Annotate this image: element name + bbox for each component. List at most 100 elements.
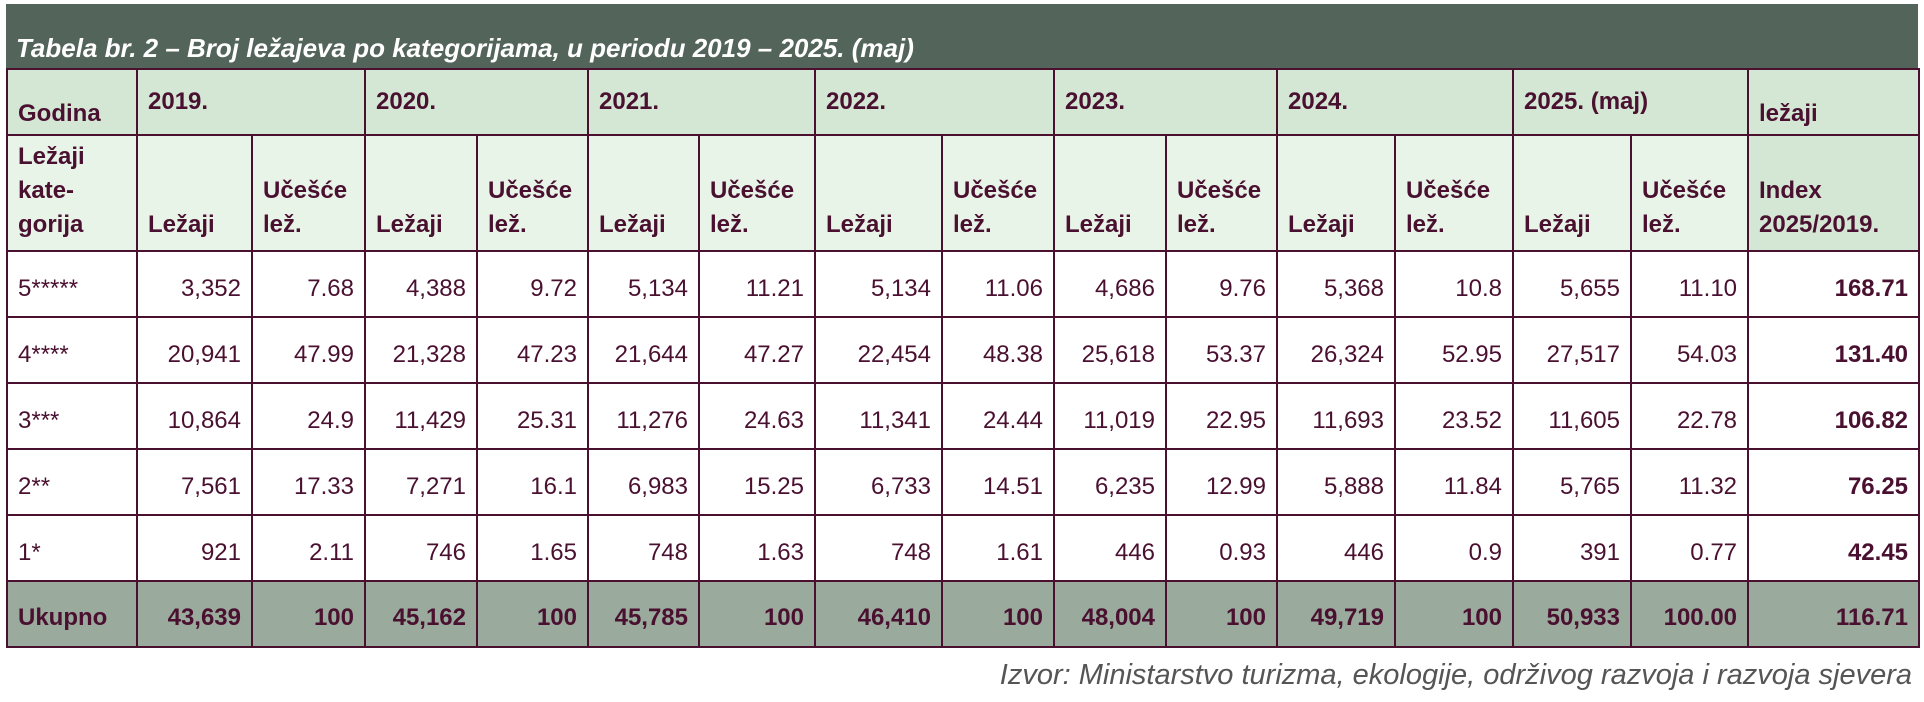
lezaji-cell: 21,328 — [364, 316, 478, 384]
source-note: Izvor: Ministarstvo turizma, ekologije, … — [999, 659, 1912, 691]
ucesce-cell: 100 — [251, 580, 366, 648]
ucesce-cell: 15.25 — [698, 448, 816, 516]
col-lezaji-header: Ležaji — [364, 134, 478, 252]
index-header: Index 2025/2019. — [1747, 134, 1921, 252]
lezaji-cell: 27,517 — [1512, 316, 1632, 384]
year-2025: 2025. (maj) — [1511, 68, 1750, 136]
ucesce-cell: 11.84 — [1394, 448, 1514, 516]
lezaji-cell: 391 — [1512, 514, 1632, 582]
lezaji-cell: 48,004 — [1053, 580, 1167, 648]
ucesce-cell: 2.11 — [251, 514, 366, 582]
ucesce-cell: 16.1 — [476, 448, 589, 516]
ucesce-cell: 1.61 — [941, 514, 1055, 582]
index-cell: 106.82 — [1747, 382, 1921, 450]
year-2023: 2023. — [1053, 68, 1278, 136]
lezaji-cell: 6,983 — [587, 448, 700, 516]
lezaji-cell: 11,693 — [1276, 382, 1396, 450]
lezaji-cell: 7,271 — [364, 448, 478, 516]
ucesce-cell: 11.06 — [941, 250, 1055, 318]
ucesce-cell: 11.32 — [1629, 448, 1750, 516]
lezaji-cell: 446 — [1053, 514, 1167, 582]
category-cell: 1* — [6, 514, 138, 582]
col-lezaji-header: Ležaji — [136, 134, 253, 252]
lezaji-cell: 50,933 — [1512, 580, 1632, 648]
ucesce-cell: 7.68 — [251, 250, 366, 318]
col-ucesce-header: Učešće lež. — [251, 134, 366, 252]
lezaji-cell: 46,410 — [814, 580, 943, 648]
lezaji-cell: 748 — [814, 514, 943, 582]
table-row: 1* 921 2.11 746 1.65 748 1.63 748 1.61 446 0.93 446… — [6, 514, 1921, 582]
lezaji-cell: 748 — [587, 514, 700, 582]
lezaji-cell: 6,733 — [814, 448, 943, 516]
ucesce-cell: 11.10 — [1629, 250, 1750, 318]
lezaji-header: ležaji — [1747, 68, 1921, 136]
lezaji-cell: 43,639 — [136, 580, 253, 648]
col-lezaji-header: Ležaji — [587, 134, 700, 252]
ucesce-cell: 100.00 — [1629, 580, 1750, 648]
col-ucesce-header: Učešće lež. — [698, 134, 816, 252]
lezaji-cell: 4,388 — [364, 250, 478, 318]
ucesce-cell: 24.63 — [698, 382, 816, 450]
col-lezaji-header: Ležaji — [1053, 134, 1167, 252]
category-cell: 3*** — [6, 382, 138, 450]
ucesce-cell: 1.65 — [476, 514, 589, 582]
col-ucesce-header: Učešće lež. — [941, 134, 1055, 252]
lezaji-cell: 49,719 — [1276, 580, 1396, 648]
table-body: 5***** 3,352 7.68 4,388 9.72 5,134 11.21 5,134 1… — [6, 250, 1921, 648]
ucesce-cell: 22.95 — [1165, 382, 1278, 450]
ucesce-cell: 9.72 — [476, 250, 589, 318]
ucesce-cell: 12.99 — [1165, 448, 1278, 516]
lezaji-cell: 11,019 — [1053, 382, 1167, 450]
lezaji-cell: 746 — [364, 514, 478, 582]
table-row: 2** 7,561 17.33 7,271 16.1 6,983 15.25 6,733 14.… — [6, 448, 1921, 516]
lezaji-cell: 6,235 — [1053, 448, 1167, 516]
table-container: Tabela br. 2 – Broj ležajeva po kategori… — [6, 4, 1921, 691]
lezaji-cell: 7,561 — [136, 448, 253, 516]
ucesce-cell: 22.78 — [1629, 382, 1750, 450]
year-2022: 2022. — [814, 68, 1055, 136]
lezaji-cell: 446 — [1276, 514, 1396, 582]
col-ucesce-header: Učešće lež. — [1629, 134, 1750, 252]
year-header-row: Godina 2019. 2020. 2021. 2022. 2023. 202… — [6, 68, 1921, 136]
lezaji-cell: 5,134 — [814, 250, 943, 318]
table-row: 3*** 10,864 24.9 11,429 25.31 11,276 24.63 11,3… — [6, 382, 1921, 450]
table-row: 5***** 3,352 7.68 4,388 9.72 5,134 11.21 5,134 1… — [6, 250, 1921, 318]
category-cell: 4**** — [6, 316, 138, 384]
index-cell: 168.71 — [1747, 250, 1921, 318]
index-cell: 131.40 — [1747, 316, 1921, 384]
lezaji-cell: 5,765 — [1512, 448, 1632, 516]
ucesce-cell: 24.9 — [251, 382, 366, 450]
index-cell: 76.25 — [1747, 448, 1921, 516]
ucesce-cell: 100 — [1394, 580, 1514, 648]
ucesce-cell: 17.33 — [251, 448, 366, 516]
year-2019: 2019. — [136, 68, 366, 136]
ucesce-cell: 24.44 — [941, 382, 1055, 450]
ucesce-cell: 100 — [941, 580, 1055, 648]
lezaji-cell: 3,352 — [136, 250, 253, 318]
ucesce-cell: 48.38 — [941, 316, 1055, 384]
ucesce-cell: 0.9 — [1394, 514, 1514, 582]
ucesce-cell: 100 — [476, 580, 589, 648]
category-cell: 2** — [6, 448, 138, 516]
index-cell: 42.45 — [1747, 514, 1921, 582]
ucesce-cell: 47.99 — [251, 316, 366, 384]
ucesce-cell: 0.77 — [1629, 514, 1750, 582]
category-header: Ležaji kate- gorija — [6, 134, 138, 252]
lezaji-cell: 45,162 — [364, 580, 478, 648]
ucesce-cell: 10.8 — [1394, 250, 1514, 318]
year-2021: 2021. — [587, 68, 816, 136]
category-cell: 5***** — [6, 250, 138, 318]
lezaji-cell: 11,605 — [1512, 382, 1632, 450]
lezaji-cell: 5,368 — [1276, 250, 1396, 318]
col-lezaji-header: Ležaji — [1276, 134, 1396, 252]
lezaji-cell: 5,888 — [1276, 448, 1396, 516]
lezaji-cell: 25,618 — [1053, 316, 1167, 384]
lezaji-cell: 22,454 — [814, 316, 943, 384]
ucesce-cell: 9.76 — [1165, 250, 1278, 318]
year-2024: 2024. — [1276, 68, 1514, 136]
lezaji-cell: 20,941 — [136, 316, 253, 384]
lezaji-cell: 4,686 — [1053, 250, 1167, 318]
lezaji-cell: 45,785 — [587, 580, 700, 648]
godina-label: Godina — [6, 68, 138, 136]
ucesce-cell: 23.52 — [1394, 382, 1514, 450]
